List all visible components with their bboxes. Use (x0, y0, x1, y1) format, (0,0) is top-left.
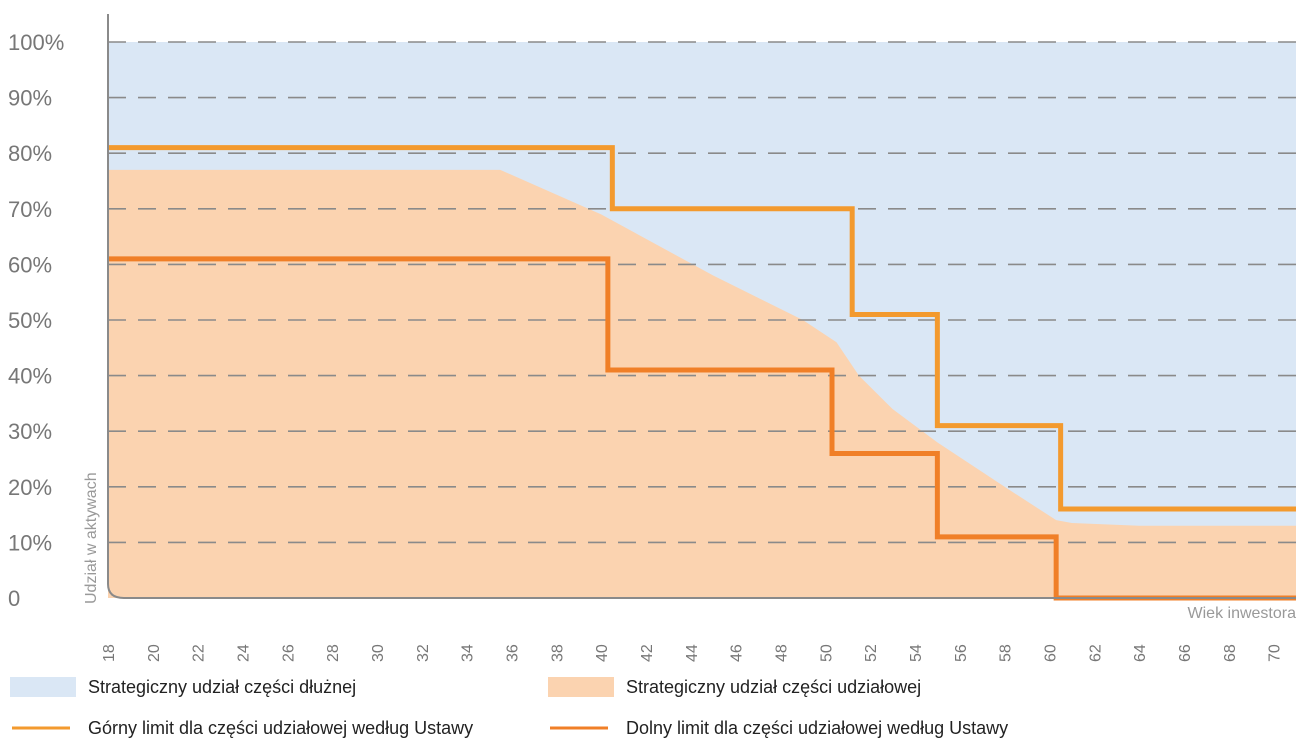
chart-axes (107, 14, 1296, 599)
line-series-2 (108, 145, 1296, 512)
x-tick-label: 70 (1267, 644, 1284, 662)
x-tick-label: 52 (863, 644, 880, 662)
legend-item: Górny limit dla części udziałowej według… (12, 718, 473, 738)
y-tick-labels: 0 10% 20% 30% 40% 50% 60% 70% 80% 90% 100% (8, 30, 64, 611)
x-tick-label: 62 (1087, 644, 1104, 662)
x-tick-label: 34 (460, 644, 477, 662)
x-tick-label: 42 (639, 644, 656, 662)
x-tick-label: 46 (729, 644, 746, 662)
y-tick-label: 100% (8, 30, 64, 55)
axis-line (107, 14, 1296, 599)
legend-swatch (10, 677, 76, 697)
legend-item: Strategiczny udział części udziałowej (548, 677, 921, 697)
y-tick-label: 50% (8, 308, 52, 333)
y-tick-label: 70% (8, 197, 52, 222)
x-tick-label: 68 (1222, 644, 1239, 662)
y-tick-label: 90% (8, 86, 52, 111)
x-tick-label: 36 (504, 644, 521, 662)
x-tick-label: 66 (1177, 644, 1194, 662)
x-tick-labels: 18 20 22 24 26 28 30 32 34 36 38 40 42 44 46 48 50 52 54 56… (101, 644, 1284, 662)
x-tick-label: 26 (280, 644, 297, 662)
legend-item: Strategiczny udział części dłużnej (10, 677, 356, 697)
x-tick-label: 18 (101, 644, 118, 662)
x-tick-label: 54 (908, 644, 925, 662)
legend: Strategiczny udział części dłużnej Strate… (10, 677, 1008, 738)
legend-label: Dolny limit dla części udziałowej według… (626, 718, 1008, 738)
x-tick-label: 20 (146, 644, 163, 662)
x-tick-label: 22 (191, 644, 208, 662)
y-tick-label: 40% (8, 364, 52, 389)
area-series-1 (108, 169, 1296, 598)
x-tick-label: 44 (684, 644, 701, 662)
x-tick-label: 60 (1042, 644, 1059, 662)
y-tick-label: 80% (8, 141, 52, 166)
x-tick-label: 38 (549, 644, 566, 662)
x-tick-label: 50 (818, 644, 835, 662)
x-tick-label: 24 (235, 644, 252, 662)
x-tick-label: 64 (1132, 644, 1149, 662)
y-axis-label: Udział w aktywach (83, 472, 100, 604)
line-series-3 (108, 256, 1296, 601)
y-tick-label: 20% (8, 475, 52, 500)
legend-label: Górny limit dla części udziałowej według… (88, 718, 473, 738)
legend-item: Dolny limit dla części udziałowej według… (550, 718, 1008, 738)
y-tick-label: 60% (8, 252, 52, 277)
x-tick-label: 56 (953, 644, 970, 662)
chart-gridlines (108, 41, 1296, 544)
x-axis-label: Wiek inwestora (1188, 605, 1297, 622)
y-tick-label: 10% (8, 530, 52, 555)
x-tick-label: 30 (370, 644, 387, 662)
y-tick-label: 0 (8, 586, 20, 611)
x-tick-label: 32 (415, 644, 432, 662)
legend-swatch (548, 677, 614, 697)
chart-lines (108, 145, 1296, 601)
legend-label: Strategiczny udział części udziałowej (626, 677, 921, 697)
x-tick-label: 48 (773, 644, 790, 662)
y-tick-label: 30% (8, 419, 52, 444)
x-tick-label: 40 (594, 644, 611, 662)
x-tick-label: 58 (998, 644, 1015, 662)
chart-areas (108, 42, 1296, 598)
legend-label: Strategiczny udział części dłużnej (88, 677, 356, 697)
x-tick-label: 28 (325, 644, 342, 662)
